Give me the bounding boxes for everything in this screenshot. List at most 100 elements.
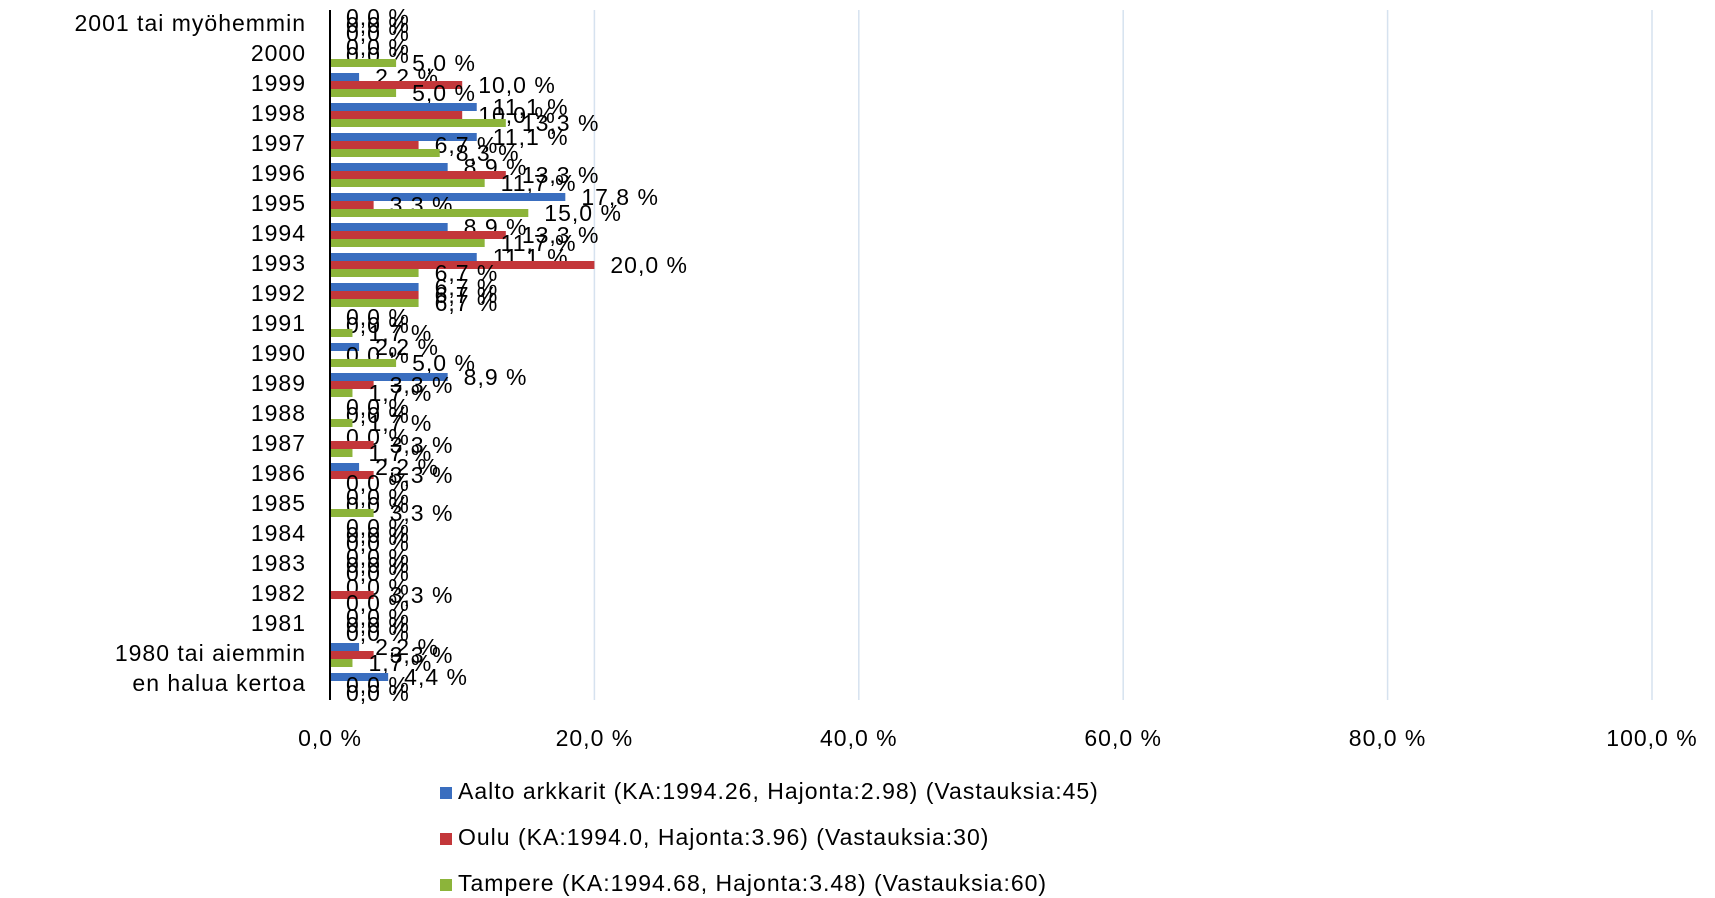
legend-swatch [440, 879, 452, 891]
bar [330, 223, 448, 231]
data-label: 2,2 % [375, 334, 439, 360]
data-label: 11,7 % [501, 230, 577, 256]
data-label: 3,3 % [390, 372, 454, 398]
data-label: 0,0 % [346, 12, 410, 38]
bar [330, 179, 485, 187]
y-tick-label: 1982 [251, 580, 306, 606]
data-label: 1,7 % [368, 410, 432, 436]
data-label: 11,1 % [493, 94, 569, 120]
bar [330, 591, 374, 599]
bar [330, 209, 529, 217]
data-label: 1,7 % [368, 650, 432, 676]
data-label: 15,0 % [544, 200, 622, 226]
bar [330, 471, 374, 479]
bar [330, 299, 419, 307]
y-tick-label: 1995 [251, 190, 306, 216]
bar [330, 463, 360, 471]
bar [330, 73, 360, 81]
bar [330, 261, 595, 269]
data-label: 0,0 % [346, 612, 410, 638]
y-tick-label: 1994 [251, 220, 306, 246]
bar [330, 381, 374, 389]
bar [330, 283, 419, 291]
data-label: 0,0 % [346, 544, 410, 570]
data-label: 2,2 % [375, 634, 439, 660]
data-label: 0,0 % [346, 304, 410, 330]
y-tick-label: 1980 tai aiemmin [115, 640, 306, 666]
data-label: 0,0 % [346, 590, 410, 616]
x-tick-label: 0,0 % [298, 725, 362, 751]
data-label: 4,4 % [404, 664, 468, 690]
y-tick-label: 1991 [251, 310, 306, 336]
x-tick-label: 40,0 % [820, 725, 898, 751]
data-label: 0,0 % [346, 620, 410, 646]
data-label: 0,0 % [346, 34, 410, 60]
y-tick-label: 1990 [251, 340, 306, 366]
bar [330, 651, 374, 659]
data-label: 11,1 % [493, 124, 569, 150]
bar [330, 119, 506, 127]
y-tick-label: en halua kertoa [132, 670, 306, 696]
data-label: 6,7 % [435, 132, 499, 158]
bar [330, 269, 419, 277]
data-label: 0,0 % [346, 470, 410, 496]
bar [330, 329, 353, 337]
x-tick-label: 20,0 % [556, 725, 634, 751]
bar [330, 133, 477, 141]
y-tick-label: 1988 [251, 400, 306, 426]
data-label: 6,7 % [435, 260, 499, 286]
bar [330, 163, 448, 171]
bar [330, 193, 566, 201]
bar [330, 291, 419, 299]
y-tick-label: 1989 [251, 370, 306, 396]
data-label: 3,3 % [390, 582, 454, 608]
y-tick-label: 1983 [251, 550, 306, 576]
data-label: 1,7 % [368, 440, 432, 466]
data-label: 20,0 % [610, 252, 688, 278]
bar [330, 111, 463, 119]
bar [330, 643, 360, 651]
data-label: 1,7 % [368, 380, 432, 406]
data-label: 17,8 % [581, 184, 659, 210]
data-label: 0,0 % [346, 522, 410, 548]
bar [330, 509, 374, 517]
y-tick-label: 1997 [251, 130, 306, 156]
data-label: 8,3 % [456, 140, 520, 166]
bar [330, 441, 374, 449]
data-label: 11,7 % [501, 170, 577, 196]
data-label: 0,0 % [346, 514, 410, 540]
data-label: 13,3 % [522, 110, 600, 136]
legend-swatch [440, 787, 452, 799]
bar [330, 419, 353, 427]
data-label: 3,3 % [390, 462, 454, 488]
legend-label: Aalto arkkarit (KA:1994.26, Hajonta:2.98… [458, 778, 1099, 804]
legend-swatch [440, 833, 452, 845]
legend-label: Oulu (KA:1994.0, Hajonta:3.96) (Vastauks… [458, 824, 989, 850]
bar [330, 103, 477, 111]
x-tick-label: 100,0 % [1606, 725, 1697, 751]
data-label: 5,0 % [412, 50, 476, 76]
data-label: 0,0 % [346, 4, 410, 30]
data-label: 0,0 % [346, 604, 410, 630]
bar [330, 673, 389, 681]
data-label: 0,0 % [346, 672, 410, 698]
y-tick-label: 1981 [251, 610, 306, 636]
data-label: 8,9 % [464, 364, 528, 390]
data-label: 3,3 % [390, 432, 454, 458]
bar [330, 89, 397, 97]
data-label: 0,0 % [346, 402, 410, 428]
bar [330, 141, 419, 149]
data-label: 6,7 % [435, 274, 499, 300]
bar [330, 239, 485, 247]
data-label: 2,2 % [375, 454, 439, 480]
bar [330, 201, 374, 209]
y-tick-label: 1987 [251, 430, 306, 456]
bar [330, 449, 353, 457]
y-tick-label: 1999 [251, 70, 306, 96]
data-label: 13,3 % [522, 222, 600, 248]
y-tick-label: 1992 [251, 280, 306, 306]
data-label: 5,0 % [412, 350, 476, 376]
bar [330, 171, 506, 179]
legend-label: Tampere (KA:1994.68, Hajonta:3.48) (Vast… [458, 870, 1047, 896]
